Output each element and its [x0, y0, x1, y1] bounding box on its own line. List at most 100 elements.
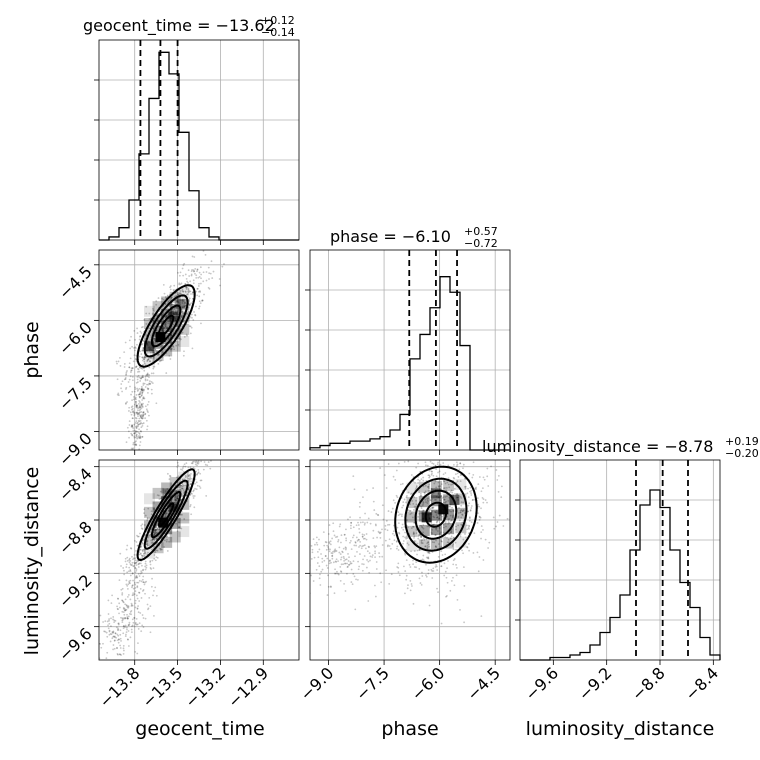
- title-luminosity-distance-minus: −0.20: [725, 447, 759, 460]
- sample-point: [126, 370, 128, 372]
- panel-frame: [98, 249, 300, 451]
- sample-point: [153, 365, 156, 368]
- sample-point: [189, 280, 192, 283]
- sample-point: [177, 297, 180, 300]
- sample-point: [435, 527, 438, 529]
- sample-point: [135, 550, 137, 552]
- density-cell: [178, 323, 190, 335]
- sample-point: [196, 461, 199, 463]
- sample-point: [146, 387, 149, 390]
- sample-point: [435, 516, 438, 519]
- sample-point: [426, 546, 429, 549]
- sample-point: [124, 609, 127, 612]
- sample-point: [158, 498, 161, 501]
- sample-point: [185, 286, 188, 289]
- density-cell: [455, 493, 467, 505]
- sample-point: [132, 443, 135, 446]
- sample-point: [128, 406, 131, 409]
- sample-point: [171, 345, 174, 348]
- sample-point: [182, 274, 185, 277]
- sample-point: [140, 545, 143, 548]
- sample-point: [139, 532, 141, 535]
- sample-point: [347, 560, 350, 562]
- sample-point: [150, 542, 153, 544]
- sample-point: [200, 277, 202, 280]
- density-cell: [152, 337, 164, 349]
- sample-point: [100, 668, 102, 670]
- sample-point: [134, 388, 137, 390]
- sample-point: [433, 523, 435, 526]
- sample-point: [422, 485, 425, 488]
- sample-point: [121, 390, 123, 393]
- y-tick-label-luminosity-distance: −9.2: [55, 571, 96, 612]
- sample-point: [335, 558, 338, 561]
- sample-point: [129, 598, 132, 601]
- sample-point: [140, 630, 143, 633]
- sample-point: [143, 362, 146, 365]
- sample-point: [372, 500, 375, 503]
- sample-point: [179, 513, 182, 516]
- sample-point: [175, 494, 177, 497]
- sample-point: [459, 462, 462, 465]
- sample-point: [162, 312, 165, 314]
- ylabel-luminosity-distance: luminosity_distance: [21, 467, 43, 656]
- sample-point: [177, 301, 180, 304]
- sample-point: [353, 575, 356, 578]
- sample-point: [165, 372, 168, 374]
- sample-point: [218, 278, 221, 280]
- sample-point: [186, 477, 189, 480]
- sample-point: [123, 351, 126, 354]
- sample-point: [452, 559, 455, 562]
- sample-point: [108, 630, 111, 633]
- sample-point: [108, 618, 110, 620]
- sample-point: [396, 566, 399, 568]
- sample-point: [133, 354, 136, 356]
- sample-point: [140, 426, 143, 429]
- contour-line: [158, 502, 175, 527]
- sample-point: [400, 515, 403, 518]
- sample-point: [140, 326, 143, 329]
- sample-point: [196, 287, 199, 290]
- sample-point: [188, 304, 191, 307]
- sample-point: [402, 501, 405, 503]
- sample-point: [162, 328, 164, 331]
- sample-point: [141, 590, 144, 592]
- sample-point: [223, 263, 225, 265]
- sample-point: [422, 476, 425, 479]
- sample-point: [137, 419, 140, 422]
- sample-point: [136, 576, 138, 578]
- sample-point: [137, 435, 140, 438]
- sample-point: [176, 300, 179, 303]
- sample-point: [134, 417, 137, 419]
- sample-point: [421, 558, 424, 561]
- sample-point: [189, 475, 192, 477]
- sample-point: [351, 536, 354, 539]
- sample-point: [129, 570, 132, 573]
- sample-point: [181, 306, 184, 309]
- sample-point: [418, 512, 421, 515]
- sample-point: [110, 633, 113, 636]
- sample-point: [131, 424, 134, 427]
- sample-point: [122, 600, 125, 603]
- sample-point: [140, 367, 143, 370]
- sample-point: [177, 302, 180, 305]
- sample-point: [175, 306, 178, 309]
- sample-point: [483, 478, 486, 481]
- sample-point: [435, 546, 438, 549]
- sample-point: [335, 560, 338, 563]
- sample-point: [152, 320, 155, 323]
- sample-point: [312, 580, 315, 582]
- sample-point: [154, 529, 157, 532]
- sample-point: [140, 554, 143, 557]
- sample-point: [187, 290, 190, 293]
- sample-point: [188, 275, 191, 277]
- sample-point: [463, 443, 465, 445]
- sample-point: [366, 521, 369, 524]
- sample-point: [121, 599, 124, 602]
- sample-point: [462, 566, 465, 569]
- sample-point: [131, 390, 134, 393]
- sample-point: [124, 624, 127, 627]
- sample-point: [139, 390, 142, 393]
- sample-point: [400, 483, 402, 486]
- sample-point: [134, 432, 137, 435]
